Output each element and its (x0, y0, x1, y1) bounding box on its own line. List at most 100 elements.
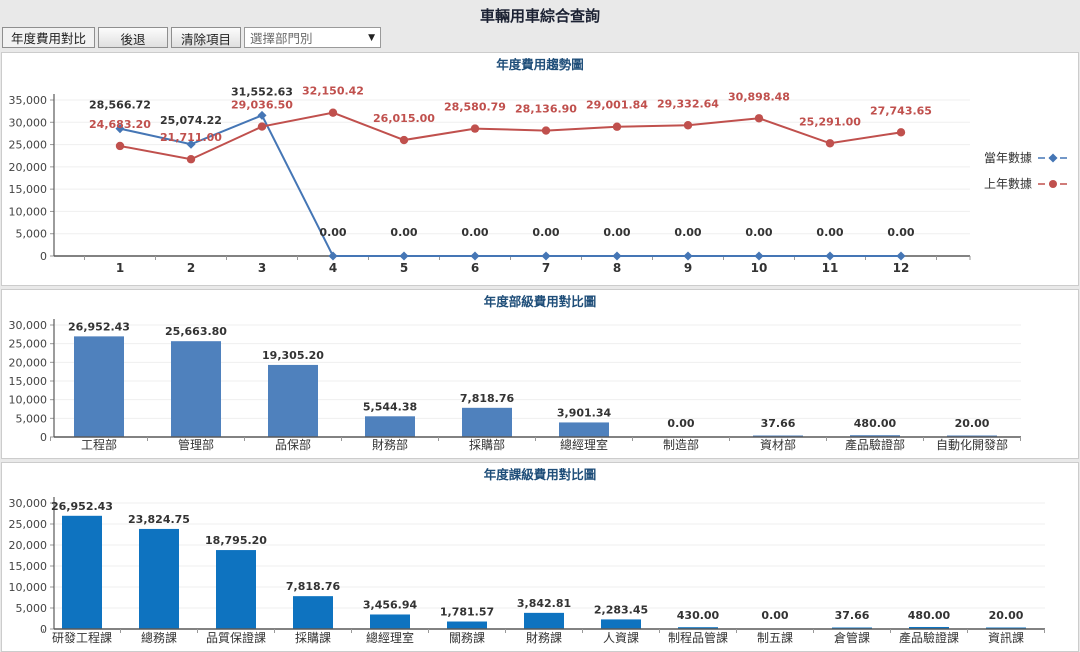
svg-text:0.00: 0.00 (674, 226, 701, 239)
legend-label-previous-year: 上年數據 (983, 177, 1032, 191)
chart-legend: 當年數據 上年數據 (984, 149, 1068, 201)
svg-text:25,000: 25,000 (9, 338, 48, 351)
svg-text:3,842.81: 3,842.81 (517, 597, 571, 610)
legend-marker-current-year-icon (1038, 152, 1068, 163)
department-chart-title: 年度部級費用對比圖 (483, 294, 597, 309)
svg-text:24,683.20: 24,683.20 (89, 118, 151, 131)
svg-text:5,000: 5,000 (16, 412, 48, 425)
svg-text:20.00: 20.00 (955, 417, 990, 430)
svg-text:2: 2 (187, 261, 195, 275)
svg-text:32,150.42: 32,150.42 (302, 85, 364, 98)
svg-text:11: 11 (822, 261, 839, 275)
chevron-down-icon: ▼ (368, 32, 376, 43)
section-chart-title: 年度課級費用對比圖 (483, 467, 597, 482)
svg-text:品保部: 品保部 (275, 437, 311, 452)
legend-item-current-year: 當年數據 (984, 149, 1068, 166)
svg-text:1: 1 (116, 261, 124, 275)
svg-text:0.00: 0.00 (745, 226, 772, 239)
svg-text:15,000: 15,000 (9, 560, 48, 573)
svg-text:25,000: 25,000 (9, 139, 48, 152)
svg-text:0: 0 (40, 431, 47, 444)
svg-text:總經理室: 總經理室 (366, 630, 414, 645)
svg-text:0.00: 0.00 (390, 226, 417, 239)
svg-text:20.00: 20.00 (989, 609, 1024, 622)
svg-text:1,781.57: 1,781.57 (440, 606, 494, 619)
svg-text:37.66: 37.66 (761, 417, 796, 430)
legend-label-current-year: 當年數據 (983, 151, 1032, 165)
svg-text:25,291.00: 25,291.00 (799, 115, 861, 128)
svg-text:資訊課: 資訊課 (988, 630, 1024, 645)
svg-text:制造部: 制造部 (663, 437, 699, 452)
svg-text:3,901.34: 3,901.34 (557, 406, 612, 419)
svg-text:28,580.79: 28,580.79 (444, 101, 506, 114)
svg-text:5: 5 (400, 261, 408, 275)
svg-text:10,000: 10,000 (9, 581, 48, 594)
svg-text:25,000: 25,000 (9, 518, 48, 531)
department-bar-chart: 0 5,000 10,000 15,000 20,000 25,000 30,000 26,9… (9, 319, 1021, 452)
svg-text:6: 6 (471, 261, 479, 275)
svg-text:7,818.76: 7,818.76 (286, 580, 341, 593)
svg-text:0.00: 0.00 (603, 226, 630, 239)
svg-text:480.00: 480.00 (908, 609, 951, 622)
svg-text:0.00: 0.00 (532, 226, 559, 239)
svg-text:25,663.80: 25,663.80 (165, 325, 227, 338)
svg-text:15,000: 15,000 (9, 183, 48, 196)
svg-text:9: 9 (684, 261, 692, 275)
svg-text:26,952.43: 26,952.43 (68, 320, 130, 333)
svg-text:3: 3 (258, 261, 266, 275)
trend-chart-panel: 年度費用趨勢圖 0 5,000 10,000 15,000 20,000 25,000 30… (1, 52, 1079, 286)
svg-text:5,000: 5,000 (16, 602, 48, 615)
svg-text:30,000: 30,000 (9, 497, 48, 510)
svg-text:31,552.63: 31,552.63 (231, 85, 293, 98)
svg-text:20,000: 20,000 (9, 539, 48, 552)
svg-text:0.00: 0.00 (816, 226, 843, 239)
svg-text:15,000: 15,000 (9, 375, 48, 388)
svg-text:35,000: 35,000 (9, 94, 48, 107)
svg-text:5,000: 5,000 (16, 228, 48, 241)
department-chart-panel: 年度部級費用對比圖 0 5,000 10,000 15,000 20,000 25,000… (1, 289, 1079, 459)
back-button[interactable]: 後退 (98, 27, 169, 48)
svg-text:0.00: 0.00 (667, 417, 694, 430)
svg-text:2,283.45: 2,283.45 (594, 603, 648, 616)
svg-text:28,136.90: 28,136.90 (515, 103, 577, 116)
svg-text:管理部: 管理部 (178, 437, 214, 452)
svg-text:480.00: 480.00 (854, 417, 897, 430)
svg-text:7: 7 (542, 261, 550, 275)
svg-text:37.66: 37.66 (835, 609, 870, 622)
svg-text:研發工程課: 研發工程課 (52, 630, 112, 645)
svg-text:總務課: 總務課 (141, 630, 177, 645)
svg-text:總經理室: 總經理室 (560, 437, 608, 452)
svg-text:0.00: 0.00 (461, 226, 488, 239)
svg-text:倉管課: 倉管課 (834, 630, 870, 645)
svg-text:25,074.22: 25,074.22 (160, 114, 222, 127)
svg-text:財務部: 財務部 (372, 437, 408, 452)
svg-text:27,743.65: 27,743.65 (870, 104, 932, 117)
svg-text:資材部: 資材部 (760, 437, 796, 452)
svg-text:10,000: 10,000 (9, 205, 48, 218)
legend-item-previous-year: 上年數據 (984, 175, 1068, 192)
mode-label[interactable]: 年度費用對比 (2, 27, 96, 48)
trend-chart-title: 年度費用趨勢圖 (496, 57, 584, 72)
clear-button[interactable]: 清除項目 (171, 27, 242, 48)
svg-text:30,898.48: 30,898.48 (728, 90, 790, 103)
toolbar: 年度費用對比 後退 清除項目 選擇部門別 ▼ (2, 27, 382, 48)
svg-text:0.00: 0.00 (761, 609, 788, 622)
svg-text:28,566.72: 28,566.72 (89, 99, 151, 112)
trend-line-chart: 0 5,000 10,000 15,000 20,000 25,000 30,000 35,0… (9, 85, 971, 275)
svg-text:5,544.38: 5,544.38 (363, 400, 417, 413)
page-title: 車輛用車綜合查詢 (479, 7, 600, 25)
department-select-value: 選擇部門別 (250, 31, 313, 46)
svg-text:3,456.94: 3,456.94 (363, 598, 418, 611)
svg-text:18,795.20: 18,795.20 (205, 534, 267, 547)
svg-text:制程品管課: 制程品管課 (668, 630, 728, 645)
svg-text:0.00: 0.00 (319, 226, 346, 239)
svg-text:12: 12 (893, 261, 910, 275)
svg-text:430.00: 430.00 (677, 609, 720, 622)
svg-text:產品驗證部: 產品驗證部 (845, 437, 905, 452)
svg-text:品質保證課: 品質保證課 (206, 630, 266, 645)
svg-text:財務課: 財務課 (526, 630, 562, 645)
svg-text:工程部: 工程部 (81, 437, 117, 452)
department-select[interactable]: 選擇部門別 ▼ (244, 27, 382, 48)
svg-text:29,332.64: 29,332.64 (657, 97, 719, 110)
svg-text:29,036.50: 29,036.50 (231, 99, 293, 112)
